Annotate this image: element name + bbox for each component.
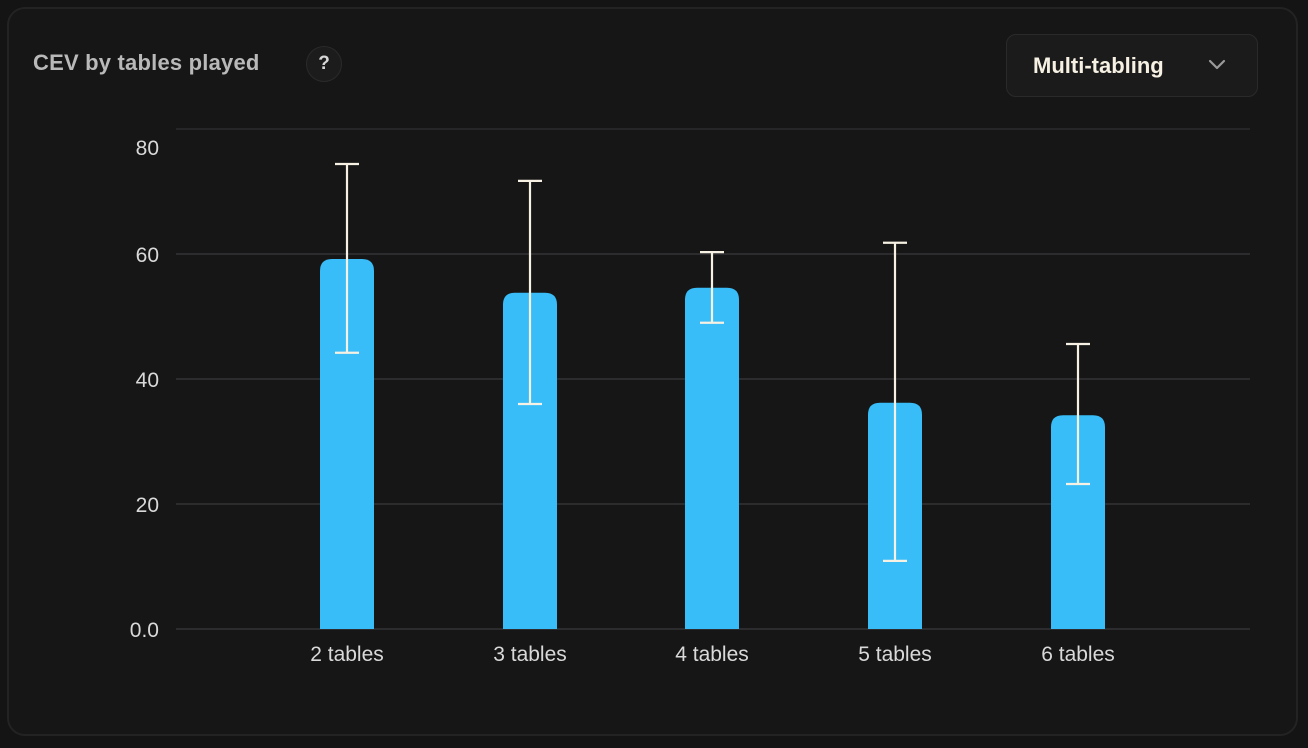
bar[interactable] <box>320 259 374 629</box>
bar[interactable] <box>685 287 739 629</box>
bar[interactable] <box>503 292 557 629</box>
bar-group[interactable] <box>685 251 739 629</box>
bar-group[interactable] <box>320 162 374 629</box>
x-tick-label: 3 tables <box>493 643 567 666</box>
bar[interactable] <box>1051 415 1105 629</box>
chart-title: CEV by tables played <box>33 50 260 75</box>
error-bar <box>335 162 359 354</box>
bar-group[interactable] <box>1051 342 1105 629</box>
grouping-dropdown[interactable]: Multi-tabling <box>1006 34 1258 97</box>
error-bar <box>883 241 907 562</box>
y-tick-label: 0.0 <box>130 619 159 642</box>
y-tick-label: 20 <box>136 494 159 517</box>
x-tick-label: 6 tables <box>1041 643 1115 666</box>
x-tick-label: 5 tables <box>858 643 932 666</box>
y-tick-label: 60 <box>136 244 159 267</box>
chevron-down-icon <box>1208 59 1226 70</box>
error-bar <box>518 179 542 406</box>
bar-group[interactable] <box>868 241 922 629</box>
y-tick-label: 80 <box>136 137 159 160</box>
error-bar <box>700 251 724 324</box>
x-tick-label: 4 tables <box>675 643 749 666</box>
y-tick-label: 40 <box>136 369 159 392</box>
x-tick-label: 2 tables <box>310 643 384 666</box>
help-button[interactable]: ? <box>306 46 342 82</box>
bar-group[interactable] <box>503 179 557 629</box>
question-mark-icon: ? <box>318 53 330 74</box>
dropdown-selected-value: Multi-tabling <box>1033 52 1164 78</box>
error-bar <box>1066 342 1090 486</box>
